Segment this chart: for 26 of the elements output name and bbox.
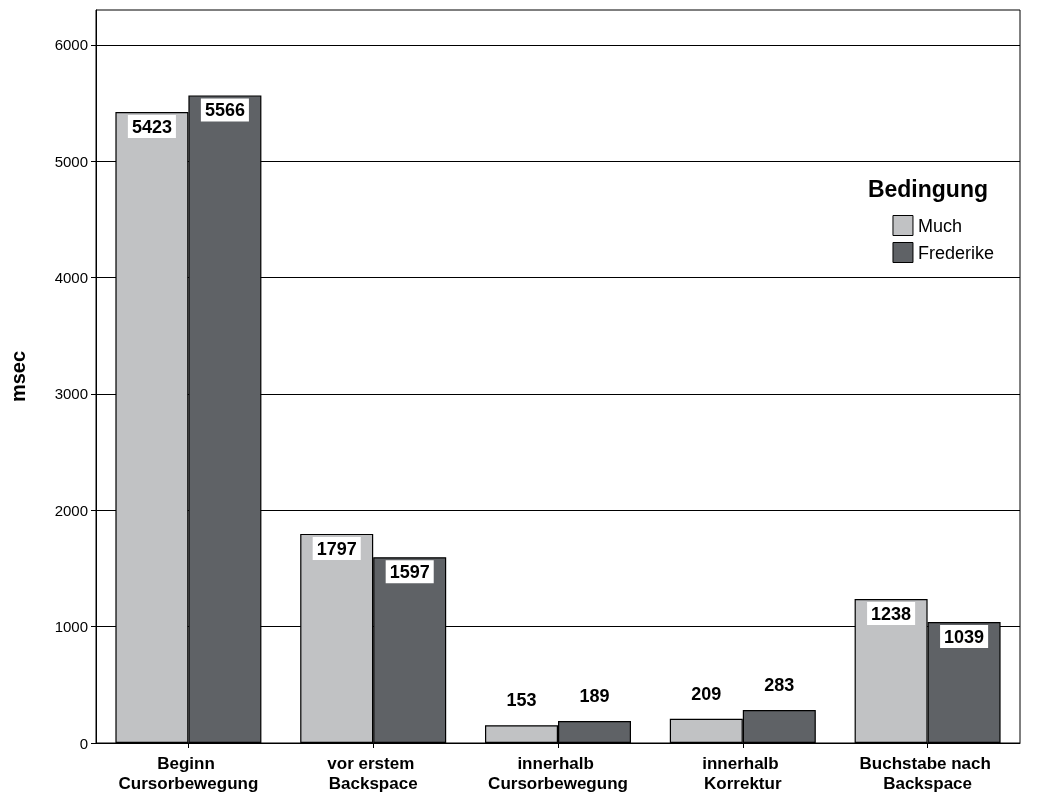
y-tick-label: 4000: [54, 269, 88, 287]
x-tick-label: Buchstabe nach Backspace: [859, 753, 996, 793]
legend-label: Much: [917, 215, 962, 236]
data-label: 5423: [131, 117, 172, 138]
y-tick-label: 3000: [54, 385, 88, 403]
data-label: 1039: [944, 627, 985, 648]
x-tick-label: innerhalb Cursorbewegung: [488, 753, 628, 793]
legend-label: Frederike: [917, 242, 995, 263]
x-tick-label: innerhalb Korrektur: [702, 753, 784, 793]
legend-title: Bedingung: [867, 175, 989, 202]
y-tick-label: 2000: [54, 501, 88, 519]
data-label: 209: [691, 683, 722, 704]
data-label: 153: [506, 690, 537, 711]
x-tick-label: Beginn Cursorbewegung: [118, 753, 259, 793]
data-label: 1797: [316, 538, 357, 559]
y-tick-label: 5000: [54, 152, 88, 170]
y-tick-label: 0: [79, 734, 88, 752]
data-label: 5566: [204, 100, 245, 121]
y-tick-label: 6000: [54, 36, 88, 54]
y-axis-title: msec: [7, 350, 29, 403]
data-label: 1238: [871, 603, 912, 624]
data-label: 1597: [389, 562, 430, 583]
data-label: 283: [764, 675, 795, 696]
y-tick-label: 1000: [54, 618, 88, 636]
x-tick-label: vor erstem Backspace: [327, 753, 420, 793]
data-label: 189: [579, 686, 610, 707]
